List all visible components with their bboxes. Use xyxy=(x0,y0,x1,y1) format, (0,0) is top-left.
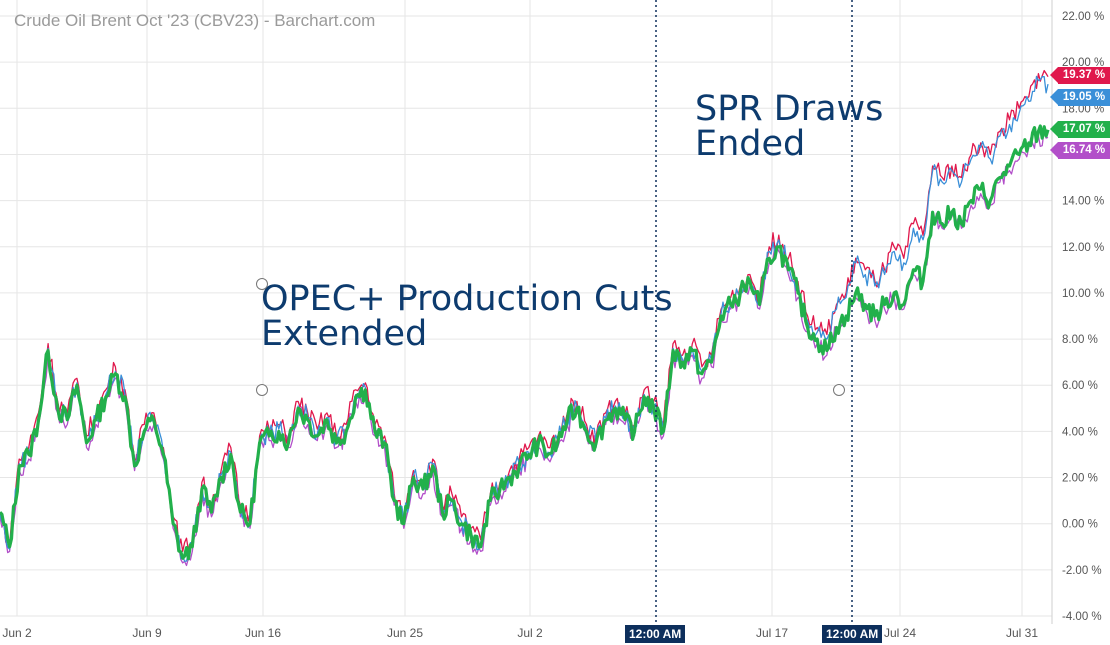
y-tick-label: 18.00 % xyxy=(1062,103,1104,115)
y-tick-label: -4.00 % xyxy=(1062,611,1102,623)
annotation-opec-line1: OPEC+ Production Cuts xyxy=(261,279,673,319)
series-line xyxy=(0,69,1049,553)
vertical-markers xyxy=(655,0,853,625)
annotation-spr-line1: SPR Draws xyxy=(695,89,884,129)
chart-title: Crude Oil Brent Oct '23 (CBV23) - Barcha… xyxy=(14,11,376,30)
grid-layer xyxy=(0,0,1053,624)
y-tick-label: 14.00 % xyxy=(1062,196,1104,208)
vertical-marker-label: 12:00 AM xyxy=(822,625,883,643)
x-tick-label: Jul 24 xyxy=(884,626,916,640)
y-tick-label: 12.00 % xyxy=(1062,242,1104,254)
x-tick-label: Jul 31 xyxy=(1006,626,1038,640)
x-tick-label: Jul 17 xyxy=(756,626,788,640)
x-tick-label: Jun 2 xyxy=(2,626,32,640)
annotation-handle[interactable] xyxy=(256,384,268,396)
y-tick-label: -2.00 % xyxy=(1062,565,1102,577)
y-tick-label: 2.00 % xyxy=(1062,473,1098,485)
annotation-spr: SPR Draws Ended xyxy=(695,92,883,162)
annotation-opec: OPEC+ Production Cuts Extended xyxy=(261,282,673,352)
y-tick-label: 20.00 % xyxy=(1062,57,1104,69)
y-tick-label: 10.00 % xyxy=(1062,288,1104,300)
last-value-red: 19.37 % xyxy=(1050,67,1110,84)
y-tick-label: 6.00 % xyxy=(1062,380,1098,392)
x-tick-label: Jun 25 xyxy=(387,626,423,640)
series-layer xyxy=(0,69,1050,567)
y-tick-label: 22.00 % xyxy=(1062,11,1104,23)
vertical-marker-label: 12:00 AM xyxy=(625,625,686,643)
y-axis-ticks: -4.00 % -2.00 % 0.00 % 2.00 % 4.00 % 6.00 % 8.… xyxy=(1062,11,1104,623)
series-line xyxy=(0,124,1050,561)
annotation-handle[interactable] xyxy=(256,278,268,290)
last-value-purple: 16.74 % xyxy=(1050,142,1110,159)
y-tick-label: 8.00 % xyxy=(1062,334,1098,346)
x-tick-label: Jun 9 xyxy=(132,626,162,640)
last-value-green: 17.07 % xyxy=(1050,121,1110,138)
x-tick-label: Jun 16 xyxy=(245,626,281,640)
x-axis-ticks: Jun 2 Jun 9 Jun 16 Jun 25 Jul 2 Jul 17 Jul 24 J… xyxy=(2,626,1038,640)
last-value-blue: 19.05 % xyxy=(1050,89,1110,106)
y-tick-label: 4.00 % xyxy=(1062,426,1098,438)
annotation-opec-line2: Extended xyxy=(261,314,428,354)
x-tick-label: Jul 2 xyxy=(517,626,543,640)
annotation-handle[interactable] xyxy=(833,384,845,396)
annotation-spr-line2: Ended xyxy=(695,124,806,164)
y-tick-label: 0.00 % xyxy=(1062,519,1098,531)
